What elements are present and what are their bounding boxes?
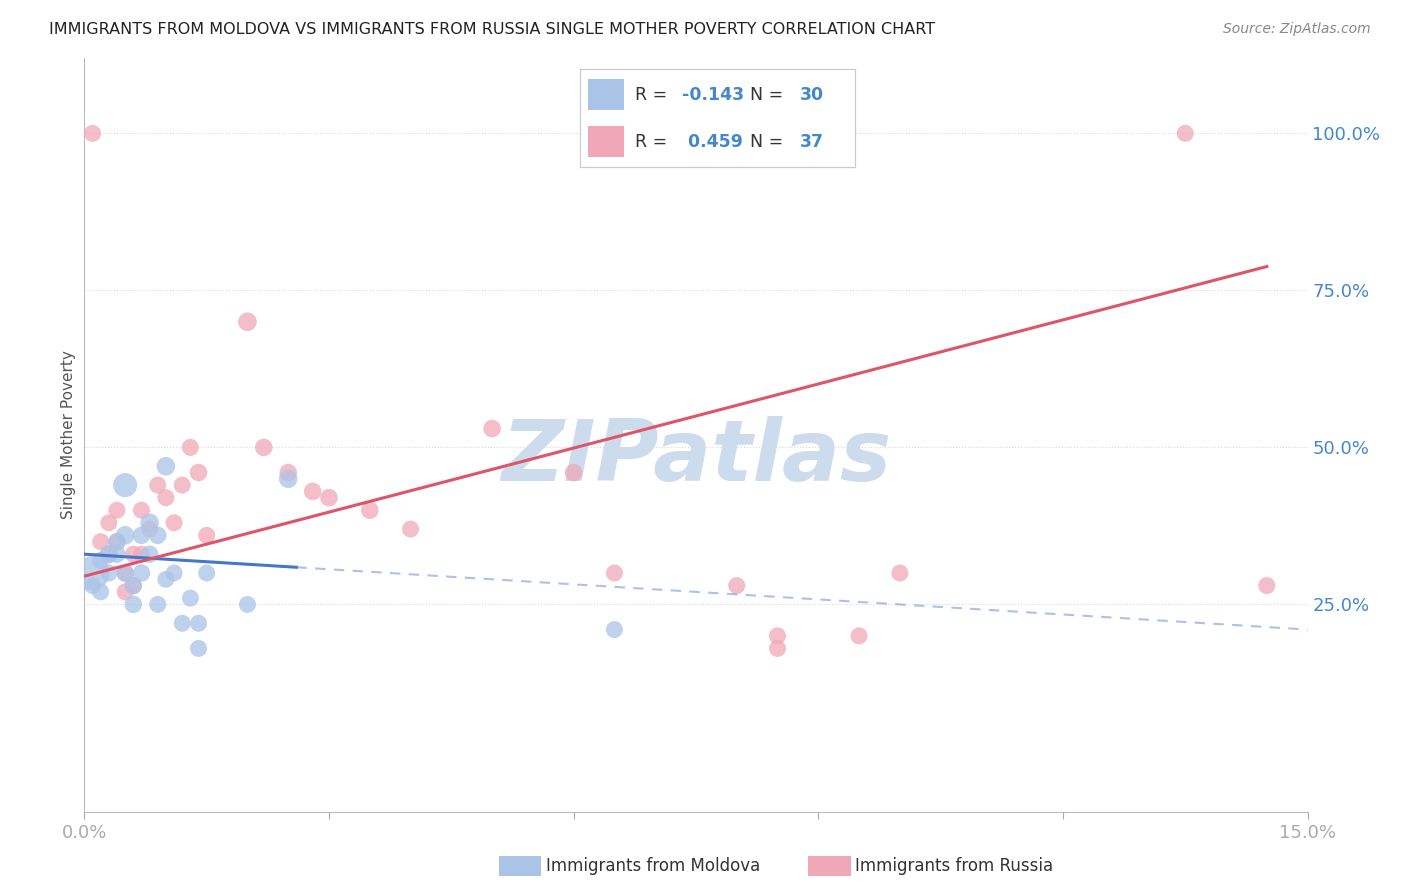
Point: [179, 441, 201, 455]
Point: [195, 566, 218, 580]
Point: [122, 547, 145, 561]
Point: [82, 566, 104, 580]
Point: [277, 472, 299, 486]
Text: Source: ZipAtlas.com: Source: ZipAtlas.com: [1223, 22, 1371, 37]
Point: [97, 547, 120, 561]
Point: [253, 441, 276, 455]
Text: Immigrants from Moldova: Immigrants from Moldova: [546, 857, 759, 875]
Point: [195, 528, 218, 542]
Point: [318, 491, 340, 505]
Point: [138, 522, 160, 536]
Point: [187, 616, 209, 631]
Y-axis label: Single Mother Poverty: Single Mother Poverty: [60, 351, 76, 519]
Point: [105, 503, 128, 517]
Point: [82, 127, 104, 141]
Point: [187, 641, 209, 656]
Point: [82, 579, 104, 593]
Point: [301, 484, 323, 499]
Point: [236, 598, 259, 612]
Point: [172, 478, 194, 492]
Point: [146, 598, 169, 612]
Point: [114, 585, 136, 599]
Point: [114, 528, 136, 542]
Point: [725, 579, 748, 593]
Point: [163, 566, 186, 580]
Point: [236, 315, 259, 329]
Point: [155, 491, 177, 505]
Point: [146, 528, 169, 542]
Point: [138, 516, 160, 530]
Point: [122, 579, 145, 593]
Point: [131, 503, 153, 517]
Point: [90, 553, 112, 567]
Point: [122, 579, 145, 593]
Point: [114, 478, 136, 492]
Point: [359, 503, 381, 517]
Point: [766, 641, 789, 656]
Point: [155, 572, 177, 586]
Point: [603, 623, 626, 637]
Point: [122, 598, 145, 612]
Point: [131, 566, 153, 580]
Point: [105, 547, 128, 561]
Text: Immigrants from Russia: Immigrants from Russia: [855, 857, 1053, 875]
Point: [163, 516, 186, 530]
Point: [131, 528, 153, 542]
Point: [172, 616, 194, 631]
Point: [138, 547, 160, 561]
Point: [1174, 127, 1197, 141]
Point: [105, 534, 128, 549]
Point: [187, 466, 209, 480]
Point: [90, 534, 112, 549]
Point: [481, 421, 503, 435]
Point: [105, 534, 128, 549]
Point: [155, 459, 177, 474]
Point: [277, 466, 299, 480]
Point: [131, 547, 153, 561]
Point: [179, 591, 201, 606]
Point: [889, 566, 911, 580]
Point: [603, 566, 626, 580]
Point: [114, 566, 136, 580]
Text: ZIPatlas: ZIPatlas: [501, 416, 891, 499]
Point: [97, 516, 120, 530]
Point: [848, 629, 870, 643]
Point: [562, 466, 585, 480]
Point: [146, 478, 169, 492]
Point: [1256, 579, 1278, 593]
Point: [97, 566, 120, 580]
Point: [399, 522, 422, 536]
Point: [766, 629, 789, 643]
Point: [97, 547, 120, 561]
Point: [90, 585, 112, 599]
Text: IMMIGRANTS FROM MOLDOVA VS IMMIGRANTS FROM RUSSIA SINGLE MOTHER POVERTY CORRELAT: IMMIGRANTS FROM MOLDOVA VS IMMIGRANTS FR…: [49, 22, 935, 37]
Point: [114, 566, 136, 580]
